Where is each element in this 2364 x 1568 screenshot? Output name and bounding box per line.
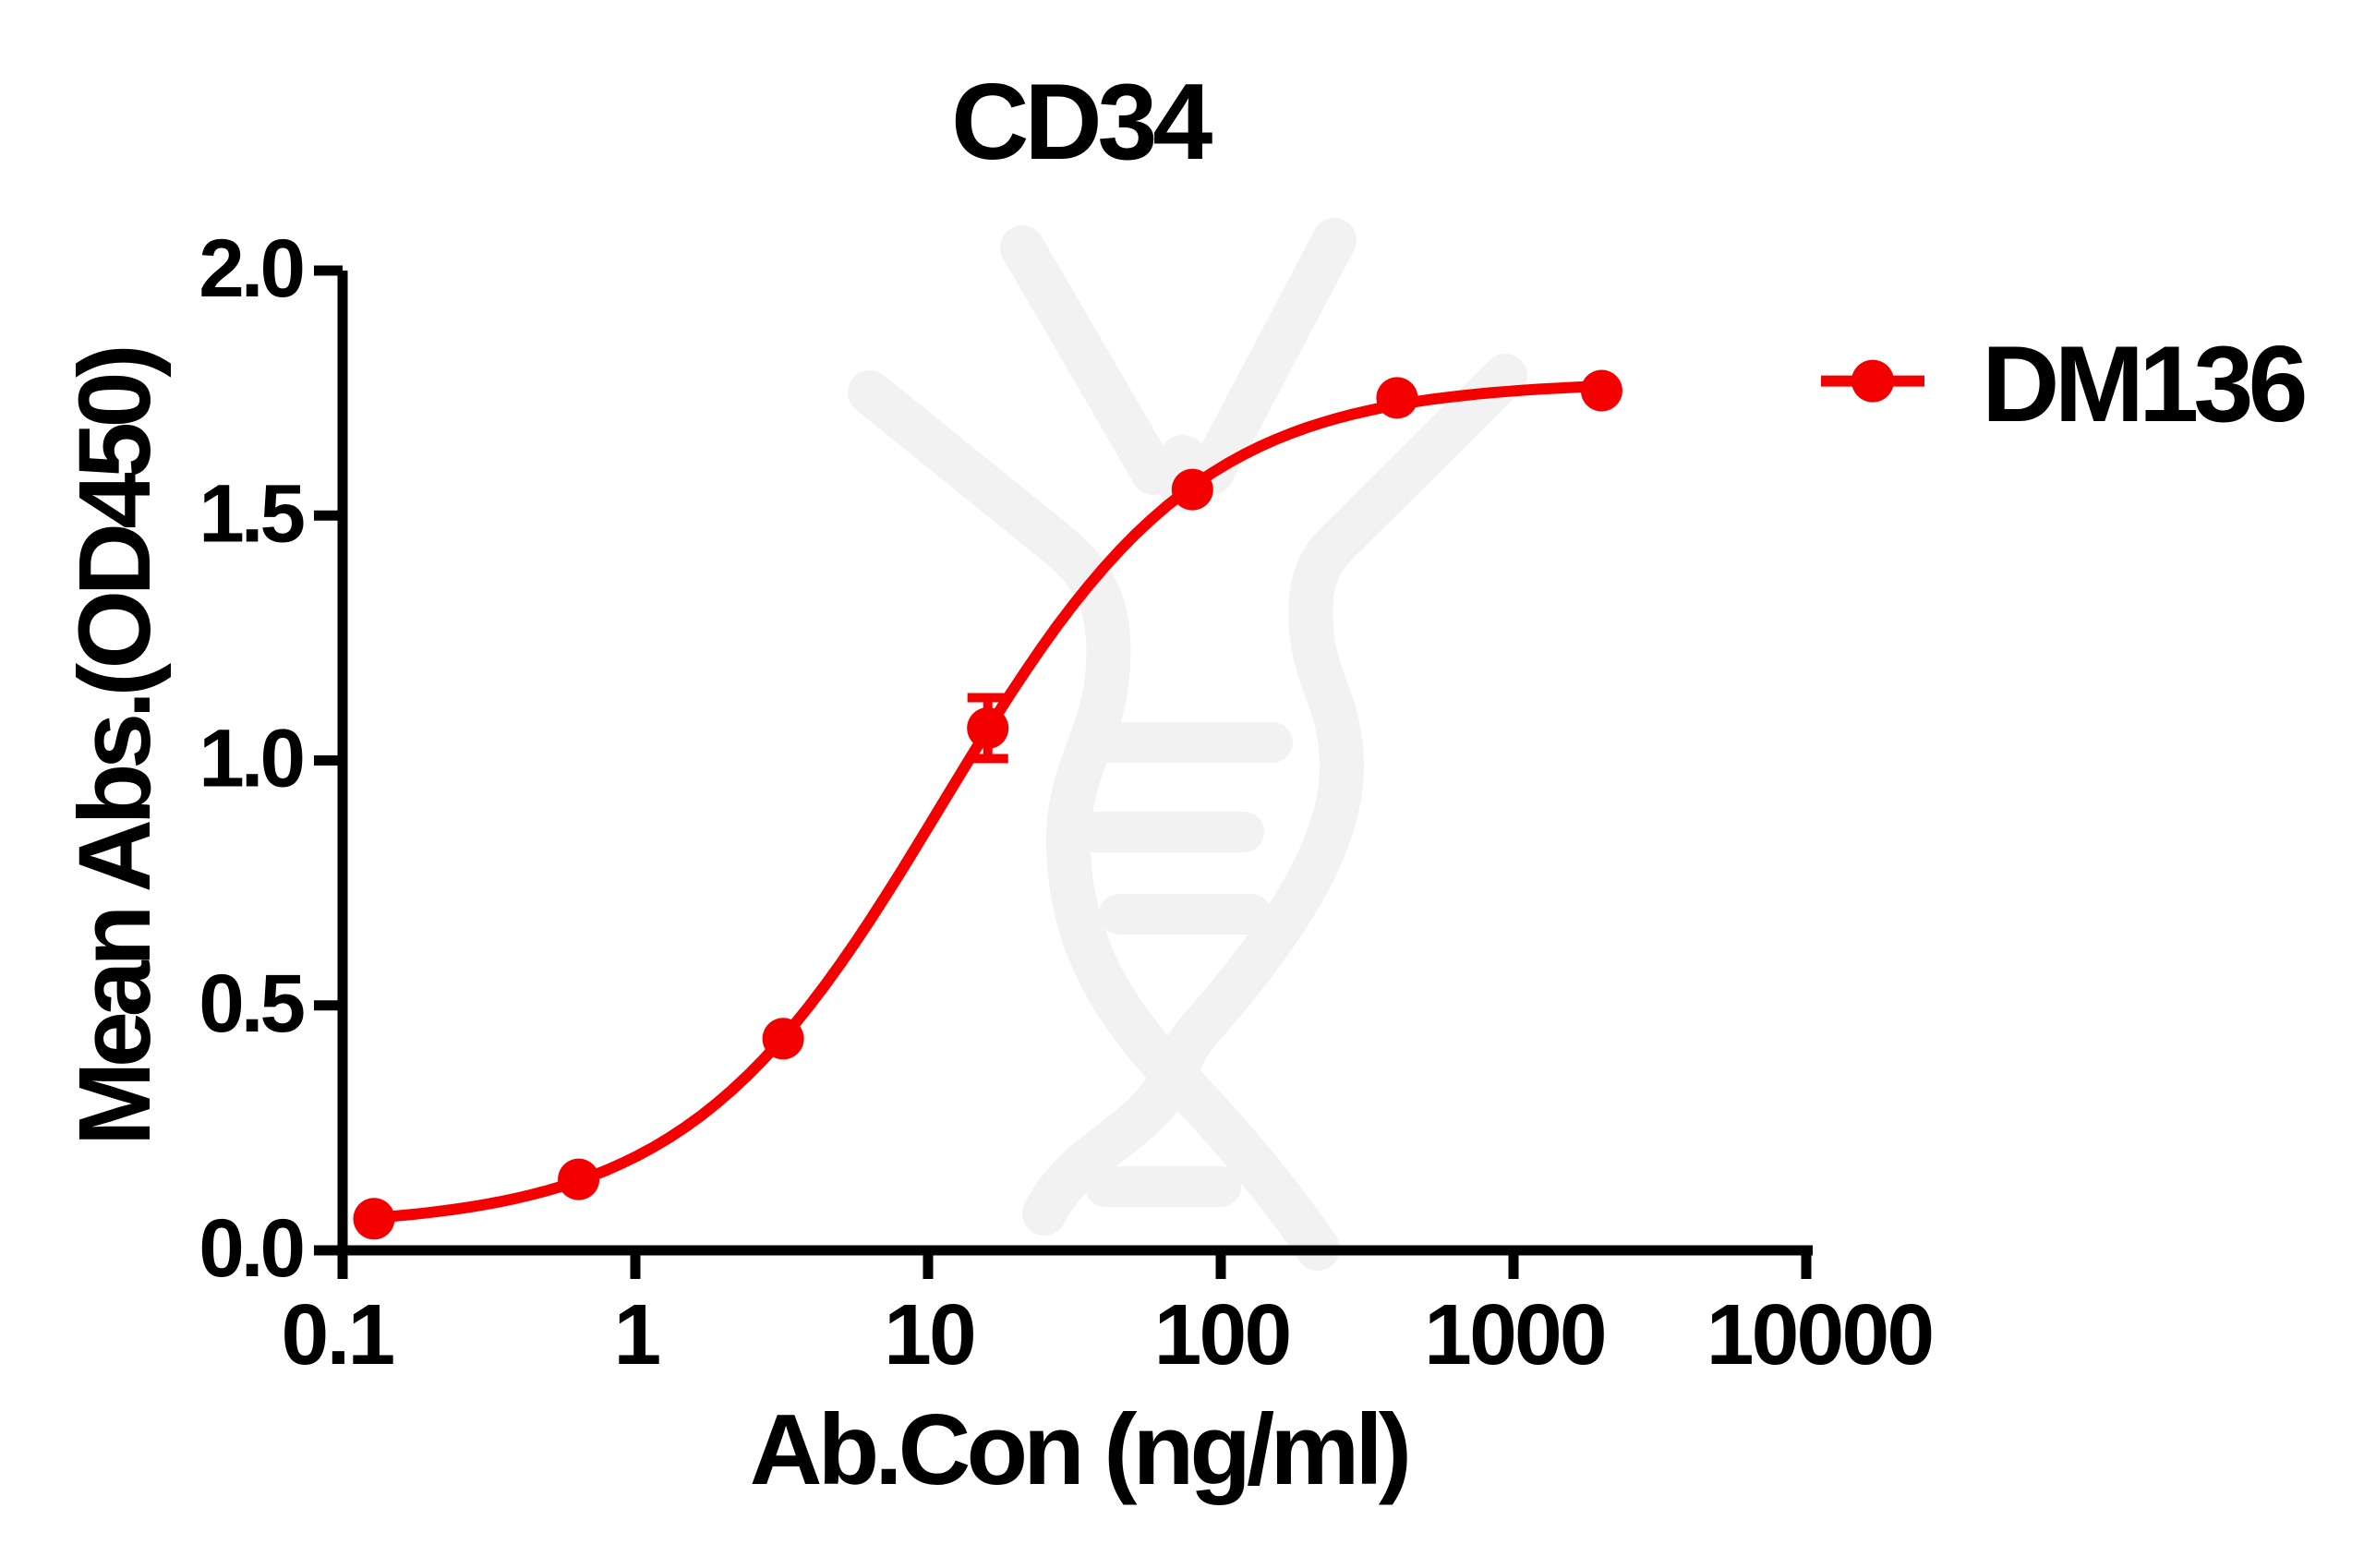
svg-text:1.0: 1.0 <box>199 712 302 804</box>
svg-text:2.0: 2.0 <box>199 222 302 314</box>
svg-text:10: 10 <box>884 1286 974 1382</box>
svg-text:CD34: CD34 <box>951 61 1212 182</box>
svg-text:Ab.Con (ng/ml): Ab.Con (ng/ml) <box>750 1393 1407 1506</box>
svg-text:0.5: 0.5 <box>199 957 304 1049</box>
svg-text:1: 1 <box>614 1286 660 1382</box>
svg-text:0.0: 0.0 <box>199 1201 302 1294</box>
svg-text:10000: 10000 <box>1707 1286 1933 1382</box>
svg-text:1.5: 1.5 <box>199 466 304 559</box>
svg-text:100: 100 <box>1154 1286 1290 1382</box>
svg-text:DM136: DM136 <box>1982 323 2304 444</box>
svg-text:Mean Abs.(OD450): Mean Abs.(OD450) <box>58 348 172 1146</box>
svg-text:1000: 1000 <box>1424 1286 1605 1382</box>
svg-text:0.1: 0.1 <box>282 1286 394 1382</box>
